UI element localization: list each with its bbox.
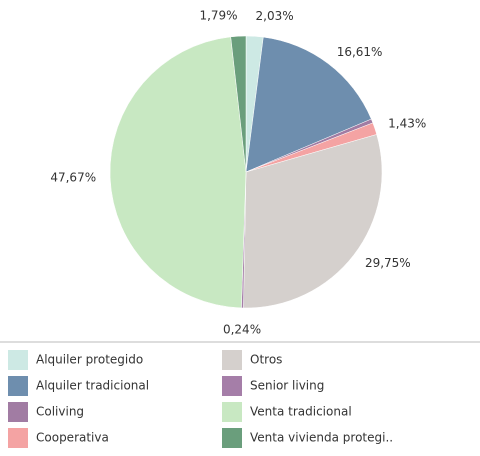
legend-label: Venta vivienda protegi..	[250, 431, 393, 445]
legend-swatch	[222, 350, 242, 370]
legend-swatch	[8, 350, 28, 370]
legend-label: Senior living	[250, 379, 324, 393]
data-label: 0,24%	[223, 322, 261, 336]
data-label: 16,61%	[337, 45, 383, 59]
legend-label: Alquiler tradicional	[36, 379, 149, 393]
pie-slice	[230, 35, 247, 173]
legend-swatch	[222, 376, 242, 396]
legend-swatch	[8, 428, 28, 448]
data-label: 47,67%	[50, 170, 96, 184]
legend-label: Coliving	[36, 405, 84, 419]
legend-swatch	[222, 428, 242, 448]
legend-label: Alquiler protegido	[36, 353, 143, 367]
data-label: 1,43%	[388, 117, 426, 131]
data-label: 1,79%	[199, 9, 237, 23]
legend-swatch	[8, 402, 28, 422]
legend-label: Venta tradicional	[250, 405, 352, 419]
legend-label: Otros	[250, 353, 282, 367]
data-label: 2,03%	[256, 9, 294, 23]
legend-swatch	[222, 402, 242, 422]
pie-slice	[109, 36, 247, 309]
pie-slice	[245, 36, 372, 173]
pie-slice	[243, 134, 383, 309]
legend-label: Cooperativa	[36, 431, 109, 445]
data-label: 29,75%	[365, 256, 411, 270]
legend-swatch	[8, 376, 28, 396]
